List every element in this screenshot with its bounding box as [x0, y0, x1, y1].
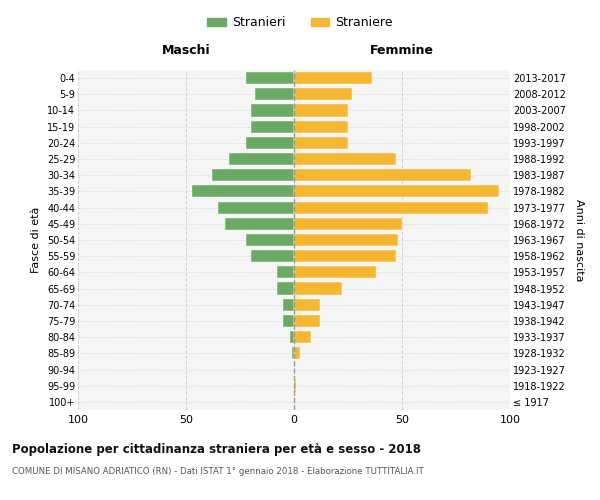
Legend: Stranieri, Straniere: Stranieri, Straniere	[202, 11, 398, 34]
Text: Maschi: Maschi	[161, 44, 211, 57]
Bar	[294, 104, 348, 117]
Bar	[294, 315, 320, 327]
Bar	[294, 266, 376, 278]
Y-axis label: Fasce di età: Fasce di età	[31, 207, 41, 273]
Bar	[294, 234, 398, 246]
Bar	[229, 153, 294, 165]
Bar	[277, 282, 294, 294]
Bar	[294, 282, 341, 294]
Bar	[247, 137, 294, 149]
Bar	[294, 250, 395, 262]
Bar	[294, 88, 352, 101]
Bar	[294, 169, 471, 181]
Bar	[294, 72, 372, 84]
Bar	[294, 186, 499, 198]
Bar	[212, 169, 294, 181]
Bar	[251, 250, 294, 262]
Bar	[225, 218, 294, 230]
Text: Femmine: Femmine	[370, 44, 434, 57]
Bar	[283, 298, 294, 311]
Y-axis label: Anni di nascita: Anni di nascita	[574, 198, 584, 281]
Bar	[294, 298, 320, 311]
Bar	[294, 202, 488, 213]
Bar	[290, 331, 294, 343]
Bar	[193, 186, 294, 198]
Bar	[292, 348, 294, 360]
Bar	[255, 88, 294, 101]
Bar	[283, 315, 294, 327]
Bar	[294, 153, 395, 165]
Bar	[294, 218, 402, 230]
Bar	[218, 202, 294, 213]
Text: COMUNE DI MISANO ADRIATICO (RN) - Dati ISTAT 1° gennaio 2018 - Elaborazione TUTT: COMUNE DI MISANO ADRIATICO (RN) - Dati I…	[12, 468, 424, 476]
Bar	[294, 137, 348, 149]
Bar	[294, 348, 301, 360]
Bar	[294, 120, 348, 132]
Bar	[251, 104, 294, 117]
Bar	[247, 234, 294, 246]
Text: Popolazione per cittadinanza straniera per età e sesso - 2018: Popolazione per cittadinanza straniera p…	[12, 442, 421, 456]
Bar	[251, 120, 294, 132]
Bar	[277, 266, 294, 278]
Bar	[247, 72, 294, 84]
Bar	[294, 331, 311, 343]
Bar	[294, 380, 296, 392]
